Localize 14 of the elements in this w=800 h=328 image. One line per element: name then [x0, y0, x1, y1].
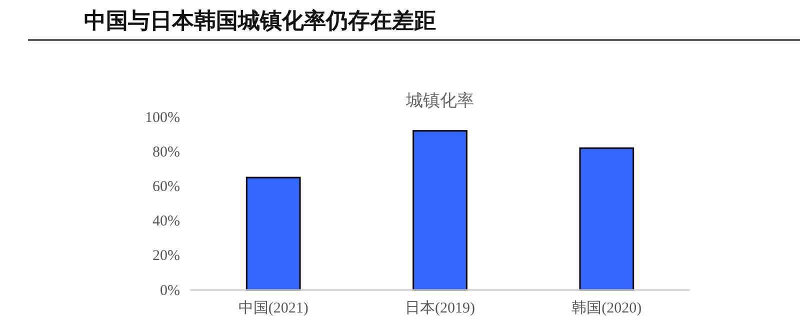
y-tick-label: 80% — [152, 144, 180, 160]
x-tick-label: 日本(2019) — [405, 300, 475, 317]
y-tick-label: 60% — [152, 179, 180, 195]
bar — [412, 130, 468, 291]
chart-subtitle: 城镇化率 — [405, 91, 474, 111]
y-tick-label: 100% — [145, 110, 180, 126]
y-tick-label: 40% — [152, 214, 180, 230]
chart-title: 中国与日本韩国城镇化率仍存在差距 — [84, 8, 436, 34]
y-tick-label: 20% — [152, 248, 180, 264]
bar — [246, 176, 301, 291]
x-tick-label: 韩国(2020) — [572, 300, 642, 317]
x-tick-label: 中国(2021) — [238, 300, 308, 317]
y-tick-label: 0% — [160, 282, 180, 299]
bar — [579, 147, 634, 291]
